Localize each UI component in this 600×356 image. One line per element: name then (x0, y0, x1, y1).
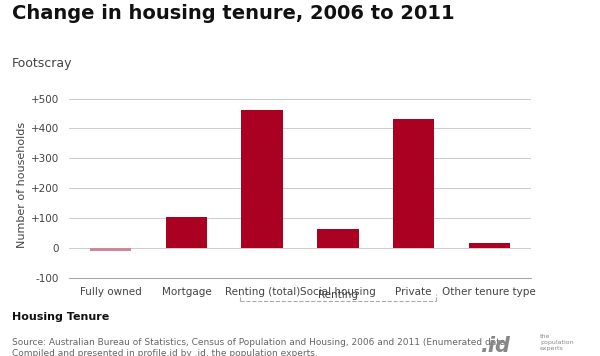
Text: Housing Tenure: Housing Tenure (12, 312, 109, 321)
Bar (317, 229, 359, 248)
Text: .id: .id (480, 336, 510, 356)
Text: Footscray: Footscray (12, 57, 73, 70)
Bar (393, 119, 434, 248)
Bar (469, 244, 510, 248)
Text: the
population
experts: the population experts (540, 334, 574, 351)
Text: Change in housing tenure, 2006 to 2011: Change in housing tenure, 2006 to 2011 (12, 4, 455, 22)
Bar (166, 217, 207, 248)
Text: Renting: Renting (318, 290, 358, 300)
Y-axis label: Number of households: Number of households (17, 122, 27, 248)
Text: Source: Australian Bureau of Statistics, Census of Population and Housing, 2006 : Source: Australian Bureau of Statistics,… (12, 338, 509, 356)
Bar (90, 248, 131, 251)
Bar (241, 110, 283, 248)
